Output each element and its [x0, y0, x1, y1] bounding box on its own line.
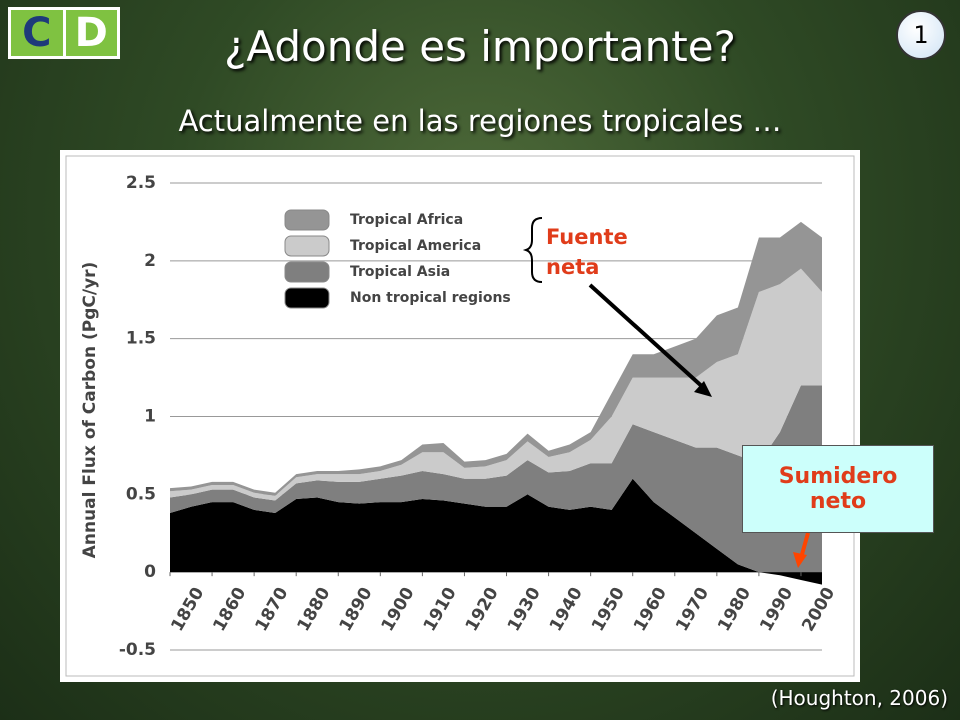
y-tick-label: -0.5: [119, 640, 156, 660]
logo: C D: [8, 7, 120, 59]
y-tick-label: 2: [144, 251, 156, 271]
annotation-arrow: [588, 283, 708, 392]
y-tick-label: 0.5: [126, 484, 156, 504]
annotation-sink: Sumidero neto: [742, 445, 934, 533]
logo-letter: D: [65, 10, 117, 56]
citation: (Houghton, 2006): [770, 686, 948, 710]
area: [170, 268, 822, 501]
legend-swatch: [284, 209, 330, 231]
legend-label: Tropical America: [350, 238, 481, 254]
y-tick-label: 1: [144, 407, 156, 427]
annotation-arrow: [799, 532, 810, 559]
legend-label: Tropical Asia: [350, 264, 450, 280]
annotation-source: Fuente neta: [546, 225, 628, 279]
legend-swatch: [284, 287, 330, 309]
slide-subtitle: Actualmente en las regiones tropicales …: [178, 104, 782, 138]
legend-swatch: [284, 235, 330, 257]
y-tick-label: 0: [144, 562, 156, 582]
chart-border: [65, 155, 855, 677]
arrow-head: [793, 552, 807, 568]
legend-label: Tropical Africa: [350, 212, 463, 228]
legend-label: Non tropical regions: [350, 290, 511, 306]
arrow-head: [694, 381, 712, 397]
area: [170, 478, 822, 585]
y-axis-label: Annual Flux of Carbon (PgC/yr): [80, 262, 100, 559]
y-tick-label: 1.5: [126, 329, 156, 349]
annotation-brace: [522, 217, 543, 283]
y-tick-label: 2.5: [126, 173, 156, 193]
legend-swatch: [284, 261, 330, 283]
slide-title: ¿Adonde es importante?: [224, 22, 736, 71]
area: [170, 221, 822, 496]
area: [170, 385, 822, 573]
page-number: 1: [896, 10, 946, 60]
logo-letter: C: [11, 10, 63, 56]
